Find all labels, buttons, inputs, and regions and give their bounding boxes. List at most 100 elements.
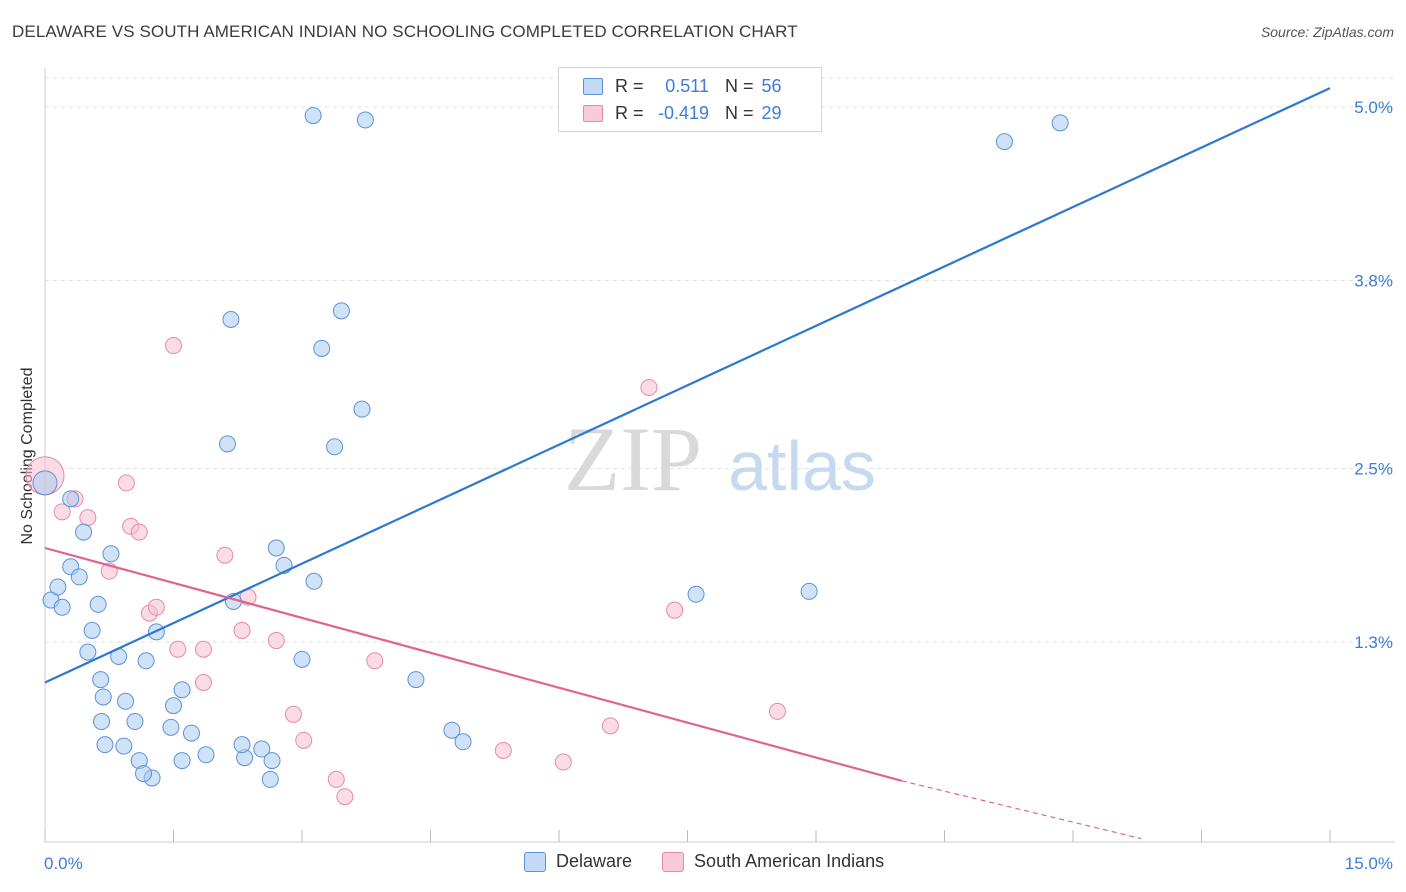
sai-point: [336, 788, 354, 806]
delaware-point: [263, 752, 281, 770]
sai-point: [295, 731, 313, 749]
sai-point: [494, 741, 512, 759]
delaware-point: [1051, 114, 1069, 132]
sai-point: [601, 717, 619, 735]
sai-point: [267, 632, 285, 650]
legend-item-delaware: Delaware: [524, 851, 632, 872]
sai-trend-line: [44, 546, 902, 782]
tick-labels: 1.3% 2.5% 3.8% 5.0% 0.0% 15.0%: [44, 98, 1393, 873]
delaware-point: [137, 652, 155, 670]
sai-point: [233, 621, 251, 639]
delaware-point: [135, 765, 153, 783]
sai-point: [147, 598, 165, 616]
legend-r-label: R =: [615, 75, 644, 96]
delaware-point: [102, 545, 120, 563]
delaware-point: [49, 578, 67, 596]
legend-r-label: R =: [615, 102, 644, 123]
delaware-point: [173, 752, 191, 770]
sai-point: [284, 705, 302, 723]
delaware-point: [115, 737, 133, 755]
chart-title: DELAWARE VS SOUTH AMERICAN INDIAN NO SCH…: [12, 22, 798, 41]
sai-point: [194, 640, 212, 658]
delaware-point: [356, 111, 374, 129]
legend-r-value: 0.511: [665, 75, 709, 96]
sai-point: [366, 652, 384, 670]
trend-lines: [44, 87, 1331, 840]
sai-point: [327, 770, 345, 788]
legend-r-value: -0.419: [657, 102, 709, 123]
legend-row-delaware: R = 0.511 N = 56: [583, 74, 782, 98]
source-credit: Source: ZipAtlas.com: [1260, 24, 1394, 40]
delaware-point: [995, 133, 1013, 151]
legend-swatch-sai: [583, 104, 603, 122]
legend-n-label: N =: [725, 102, 754, 123]
delaware-point: [326, 438, 344, 456]
legend-n-label: N =: [725, 75, 754, 96]
x-tick-label: 0.0%: [44, 854, 83, 873]
delaware-point: [305, 572, 323, 590]
delaware-point: [126, 713, 144, 731]
legend-n-value: 56: [761, 75, 782, 96]
sai-point: [554, 753, 572, 771]
legend-item-south-american-indians: South American Indians: [662, 851, 884, 872]
delaware-point: [233, 736, 251, 754]
delaware-point: [53, 598, 71, 616]
delaware-point: [332, 302, 350, 320]
y-tick-label: 2.5%: [1354, 459, 1393, 478]
delaware-point: [800, 582, 818, 600]
sai-point: [79, 509, 97, 527]
legend-row-south-american-indians: R = -0.419 N = 29: [583, 101, 782, 125]
delaware-point: [92, 671, 110, 689]
delaware-point: [261, 770, 279, 788]
delaware-point: [222, 311, 240, 329]
sai-trend-extension: [901, 780, 1142, 840]
sai-point: [117, 474, 135, 492]
sai-point: [53, 503, 71, 521]
delaware-point: [96, 736, 114, 754]
y-tick-label: 3.8%: [1354, 271, 1393, 290]
sai-point: [640, 378, 658, 396]
correlation-legend: R = 0.511 N = 56 R = -0.419 N = 29: [558, 67, 822, 132]
delaware-point: [173, 681, 191, 699]
sai-point: [194, 673, 212, 691]
delaware-point: [70, 568, 88, 586]
grid-lines: [45, 77, 1395, 643]
legend-swatch-delaware: [524, 851, 546, 872]
sai-point: [165, 337, 182, 355]
delaware-point: [89, 595, 107, 613]
delaware-point: [454, 733, 472, 751]
delaware-point: [443, 721, 461, 739]
legend-n-value: 29: [761, 102, 782, 123]
delaware-point: [304, 107, 322, 125]
watermark-atlas: atlas: [728, 427, 876, 505]
delaware-point: [165, 697, 182, 715]
delaware-point: [94, 688, 112, 706]
delaware-point: [162, 718, 180, 736]
delaware-point: [75, 523, 93, 541]
delaware-point: [197, 746, 215, 764]
delaware-point: [313, 339, 331, 357]
delaware-point: [218, 435, 236, 453]
delaware-point: [407, 671, 425, 689]
legend-label-sai: South American Indians: [694, 851, 885, 871]
sai-point: [216, 546, 234, 564]
delaware-point: [83, 621, 101, 639]
y-tick-label: 1.3%: [1354, 633, 1393, 652]
data-points: [25, 107, 1069, 806]
legend-label-delaware: Delaware: [556, 851, 633, 871]
delaware-point: [93, 713, 111, 731]
legend-swatch-delaware: [583, 77, 603, 95]
axes: [44, 68, 1395, 843]
sai-point: [130, 523, 148, 541]
sai-point: [768, 702, 786, 720]
y-tick-label: 5.0%: [1354, 98, 1393, 117]
sai-point: [169, 640, 187, 658]
delaware-point: [182, 724, 200, 742]
delaware-point: [253, 740, 271, 758]
delaware-point: [79, 643, 97, 661]
delaware-point: [353, 400, 371, 418]
delaware-point: [62, 490, 80, 508]
delaware-point: [267, 539, 285, 557]
delaware-point: [293, 650, 311, 668]
